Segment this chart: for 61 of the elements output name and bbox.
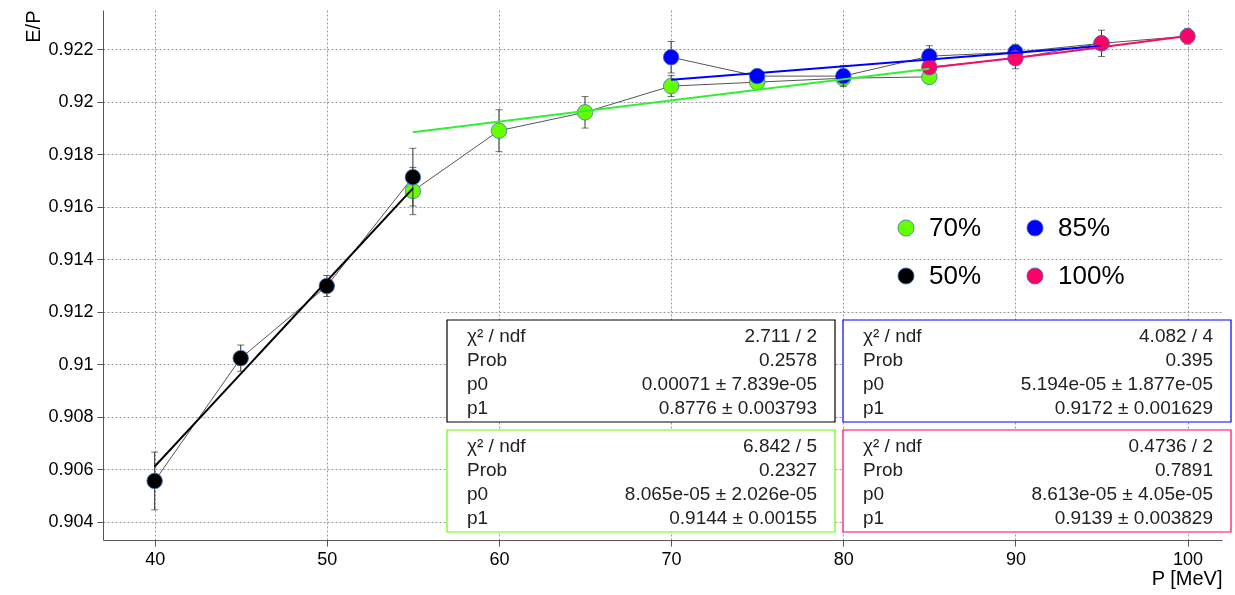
annotation: 0.00071 ± 7.839e-05: [641, 373, 817, 394]
annotation: p0: [467, 483, 489, 504]
annotation: 0.2578: [758, 349, 817, 370]
x-tick-label: 40: [145, 548, 166, 569]
annotation: 8.613e-05 ± 4.05e-05: [1031, 483, 1213, 504]
annotation: 0.9172 ± 0.001629: [1054, 397, 1213, 418]
annotation: 0.395: [1165, 349, 1213, 370]
y-tick-label: 0.912: [48, 301, 94, 322]
y-tick-label: 0.92: [58, 91, 94, 112]
annotation: 0.9139 ± 0.003829: [1054, 507, 1213, 528]
y-tick-label: 0.914: [48, 248, 94, 269]
annotation: χ² / ndf: [467, 325, 527, 346]
x-tick-label: 80: [833, 548, 854, 569]
y-axis-title: E/P: [22, 10, 45, 43]
y-tick-label: 0.91: [58, 353, 94, 374]
annotation: p1: [467, 507, 489, 528]
annotation: Prob: [467, 349, 508, 370]
point: [232, 350, 249, 367]
annotation: p0: [863, 373, 885, 394]
x-tick-label: 50: [317, 548, 338, 569]
legend-label: 70%: [929, 212, 982, 242]
point: [146, 472, 163, 490]
x-tick-label: 90: [1005, 548, 1026, 569]
annotation: 0.8776 ± 0.003793: [658, 397, 817, 418]
x-tick-label: 70: [661, 548, 682, 569]
annotation: 5.194e-05 ± 1.877e-05: [1020, 373, 1213, 394]
point: [662, 49, 680, 66]
annotation: 2.711 / 2: [744, 325, 817, 346]
annotation: Prob: [863, 459, 904, 480]
annotation: p0: [863, 483, 885, 504]
point: [1179, 28, 1196, 45]
annotation: χ² / ndf: [467, 435, 527, 456]
annotation: 0.9144 ± 0.00155: [669, 507, 817, 528]
annotation: Prob: [467, 459, 508, 480]
annotation: p1: [863, 397, 885, 418]
annotation: 4.082 / 4: [1139, 325, 1214, 346]
legend-label: 50%: [929, 260, 982, 290]
annotation: Prob: [863, 349, 904, 370]
annotation: χ² / ndf: [863, 435, 923, 456]
annotation: 8.065e-05 ± 2.026e-05: [624, 483, 817, 504]
annotation: p0: [467, 373, 489, 394]
annotation: 0.4736 / 2: [1128, 435, 1213, 456]
y-tick-label: 0.916: [48, 196, 94, 217]
legend-label: 100%: [1058, 260, 1125, 290]
annotation: 6.842 / 5: [743, 435, 817, 456]
annotation: χ² / ndf: [863, 325, 923, 346]
y-tick-label: 0.906: [48, 458, 94, 479]
x-axis-title: P [MeV]: [1151, 566, 1223, 589]
annotation: p1: [863, 507, 885, 528]
y-tick-label: 0.922: [48, 38, 94, 59]
x-tick-label: 60: [489, 548, 510, 569]
annotation: 0.7891: [1154, 459, 1213, 480]
point: [404, 169, 422, 186]
x-tick-label: 100: [1173, 548, 1204, 569]
point: [490, 122, 508, 139]
y-tick-label: 0.918: [48, 143, 94, 164]
annotation: 0.2327: [758, 459, 817, 480]
legend-label: 85%: [1058, 212, 1111, 242]
y-tick-label: 0.908: [48, 406, 94, 427]
y-tick-label: 0.904: [48, 511, 94, 532]
annotation: p1: [467, 397, 489, 418]
